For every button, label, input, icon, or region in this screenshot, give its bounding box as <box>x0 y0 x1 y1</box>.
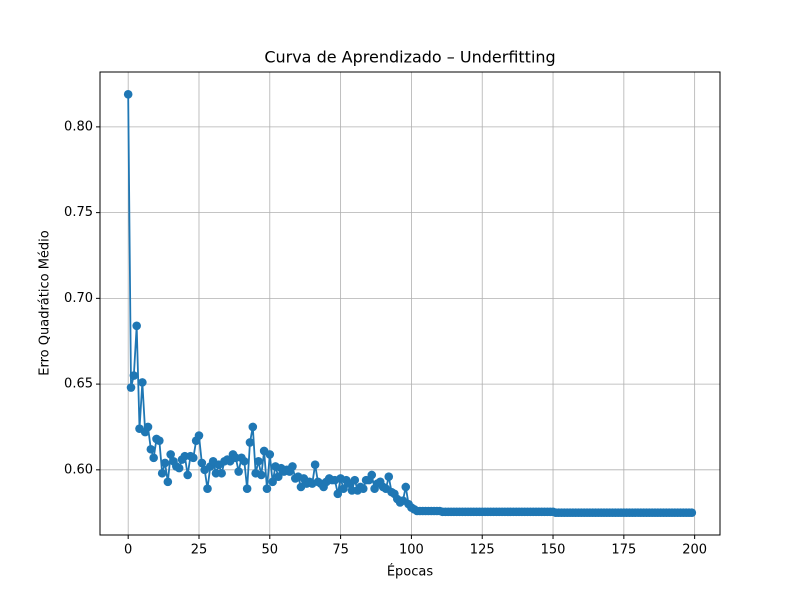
y-tick-label: 0.75 <box>64 205 93 220</box>
x-tick-label: 50 <box>262 543 279 558</box>
point <box>163 477 173 487</box>
point <box>358 484 368 494</box>
point <box>687 508 697 518</box>
chart-title: Curva de Aprendizado – Underfitting <box>264 48 555 67</box>
point <box>183 470 192 480</box>
point <box>273 472 283 481</box>
point <box>245 438 255 447</box>
point <box>242 484 252 494</box>
y-tick-label: 0.80 <box>64 119 93 134</box>
point <box>217 468 226 478</box>
point <box>203 484 212 494</box>
x-tick-label: 100 <box>399 543 424 558</box>
point <box>350 475 360 485</box>
point <box>143 422 153 432</box>
x-tick-label: 0 <box>124 543 132 558</box>
point <box>146 444 156 454</box>
point <box>155 436 164 445</box>
point <box>194 431 204 440</box>
point <box>257 470 266 480</box>
point <box>248 422 258 432</box>
point <box>126 383 136 392</box>
x-tick-label: 175 <box>611 543 636 558</box>
point <box>123 89 133 99</box>
x-axis-label: Épocas <box>387 564 434 580</box>
x-tick-label: 125 <box>470 543 495 558</box>
point <box>333 489 343 499</box>
x-tick-label: 25 <box>191 543 208 558</box>
point <box>197 458 207 468</box>
point <box>401 482 411 492</box>
x-tick-label: 75 <box>332 543 349 558</box>
point <box>268 477 277 487</box>
point <box>234 467 243 476</box>
point <box>138 378 147 387</box>
point <box>160 458 170 468</box>
point <box>265 450 275 459</box>
plot-frame <box>99 71 721 536</box>
y-tick-label: 0.60 <box>64 462 93 477</box>
y-tick-label: 0.70 <box>64 291 93 306</box>
x-tick-label: 150 <box>541 543 566 558</box>
point <box>288 462 297 471</box>
point <box>254 456 263 466</box>
point <box>166 450 175 459</box>
point <box>310 460 320 469</box>
y-axis-label: Erro Quadrático Médio <box>38 230 53 375</box>
point <box>240 456 249 466</box>
point <box>149 453 158 463</box>
point <box>157 468 167 478</box>
point <box>262 484 272 494</box>
y-tick-label: 0.65 <box>64 377 93 392</box>
point <box>339 484 348 494</box>
x-tick-label: 200 <box>682 543 707 558</box>
point <box>189 453 198 463</box>
point <box>132 321 141 331</box>
point <box>129 371 139 380</box>
point <box>367 470 377 480</box>
point <box>174 463 184 473</box>
point <box>384 472 394 481</box>
